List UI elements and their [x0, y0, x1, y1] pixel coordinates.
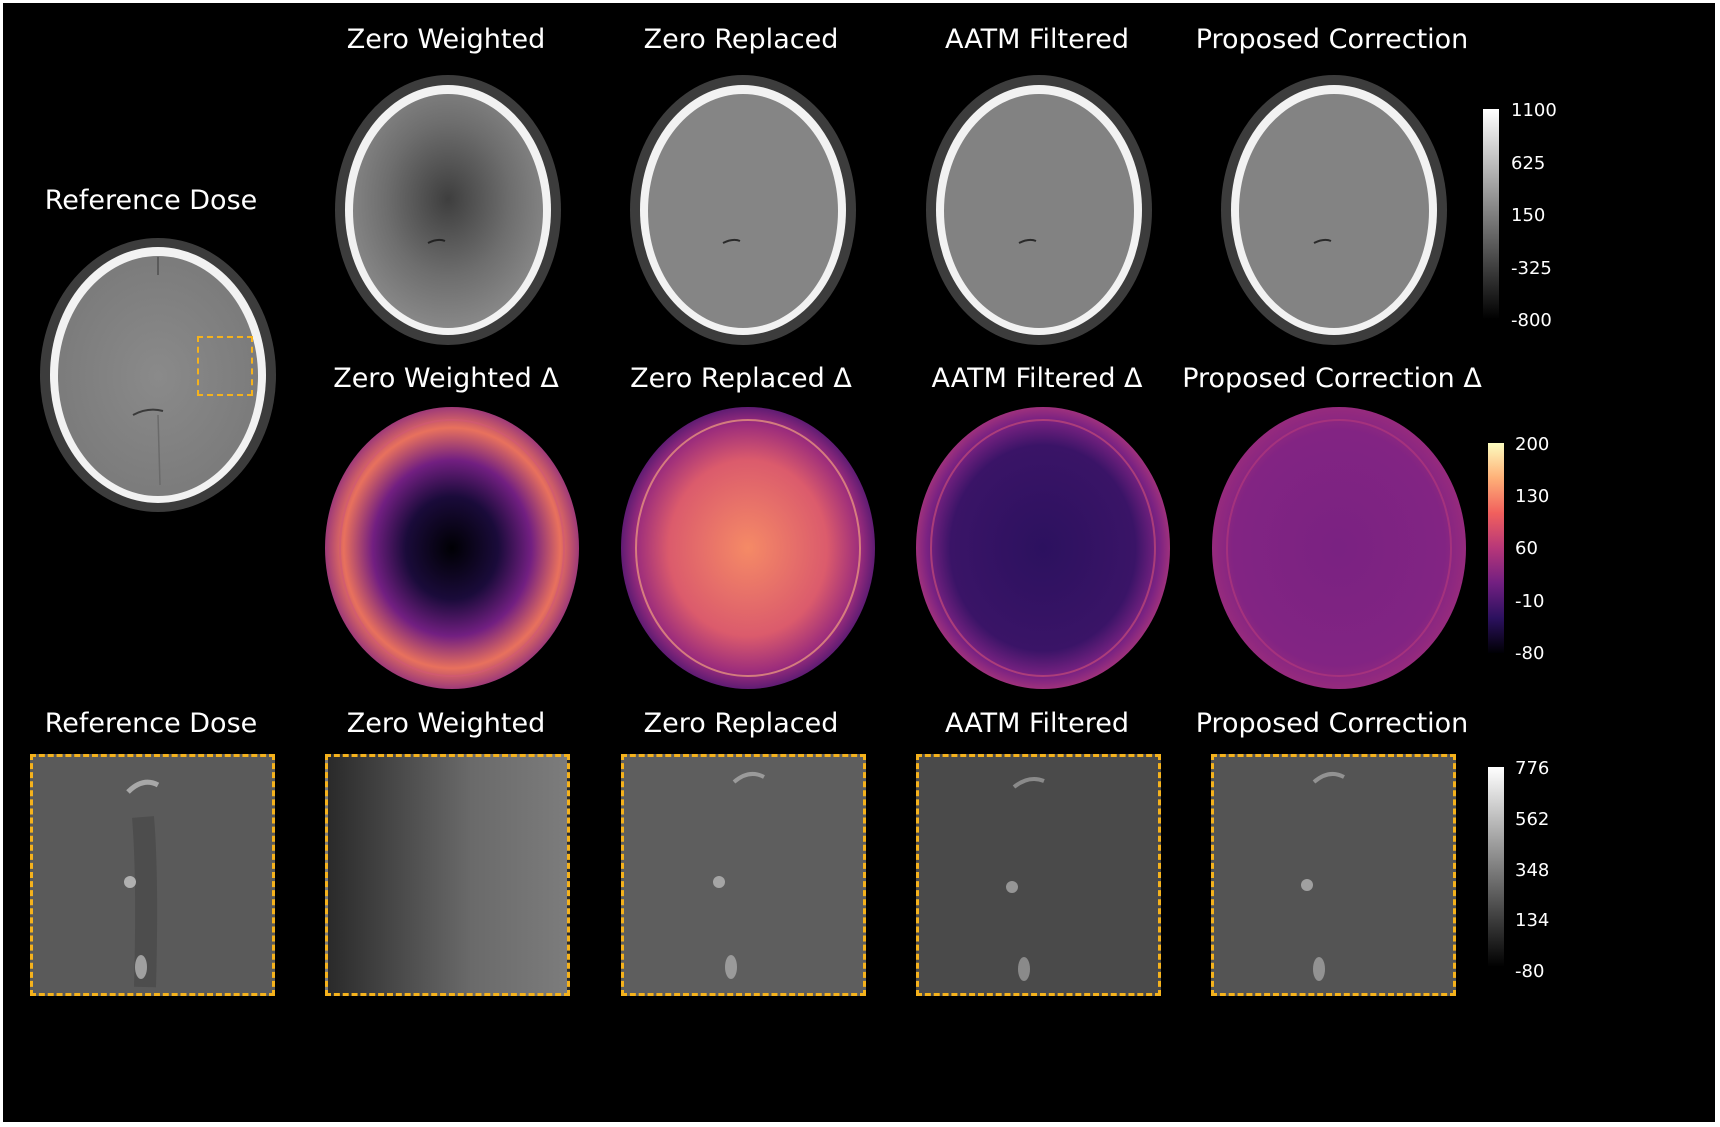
row3-colorbar [1488, 767, 1504, 967]
row1-title-proposed-correction: Proposed Correction [1195, 24, 1469, 55]
ct-image-zero-weighted [333, 73, 563, 348]
zoom-patch-zero-replaced [621, 754, 866, 996]
row2-colorbar-tick: 200 [1515, 434, 1550, 455]
row2-colorbar-tick: 130 [1515, 486, 1550, 507]
row1-colorbar [1483, 109, 1499, 319]
zoom-patch-zero-weighted [325, 754, 570, 996]
row1-colorbar-tick: -325 [1511, 258, 1552, 279]
difference-map-zero-replaced [619, 405, 877, 691]
row3-title-zero-replaced: Zero Replaced [643, 708, 839, 739]
ct-image-zero-replaced [628, 73, 858, 348]
row1-title-aatm-filtered: AATM Filtered [945, 24, 1129, 55]
row3-colorbar-tick: 348 [1515, 860, 1550, 881]
zoom-patch-aatm-filtered [916, 754, 1161, 996]
reference-dose-ct-image [38, 235, 278, 515]
row2-title-zero-weighted-delta: Zero Weighted Δ [333, 363, 559, 394]
difference-map-zero-weighted [323, 405, 581, 691]
row3-colorbar-tick: 134 [1515, 910, 1550, 931]
ct-image-aatm-filtered [924, 73, 1154, 348]
row3-colorbar-tick: 562 [1515, 809, 1550, 830]
row3-title-proposed-correction: Proposed Correction [1195, 708, 1469, 739]
zoom-patch-proposed-correction [1211, 754, 1456, 996]
row2-colorbar-tick: 60 [1515, 538, 1538, 559]
row2-title-zero-replaced-delta: Zero Replaced Δ [630, 363, 852, 394]
row3-colorbar-tick: 776 [1515, 758, 1550, 779]
row1-colorbar-tick: 625 [1511, 153, 1546, 174]
row3-title-zero-weighted: Zero Weighted [346, 708, 546, 739]
row3-title-aatm-filtered: AATM Filtered [945, 708, 1129, 739]
difference-map-aatm-filtered [914, 405, 1172, 691]
figure: Reference Dose Zero Weighted Zero Replac… [3, 3, 1715, 1122]
difference-map-proposed-correction [1210, 405, 1468, 691]
zoom-patch-reference-dose [30, 754, 275, 996]
row3-title-reference-dose: Reference Dose [44, 708, 258, 739]
reference-dose-title: Reference Dose [44, 185, 258, 216]
row1-colorbar-tick: 150 [1511, 205, 1546, 226]
row3-colorbar-tick: -80 [1515, 961, 1545, 982]
row1-colorbar-tick: 1100 [1511, 100, 1557, 121]
row2-title-proposed-correction-delta: Proposed Correction Δ [1182, 363, 1482, 394]
row1-title-zero-weighted: Zero Weighted [346, 24, 546, 55]
row1-colorbar-tick: -800 [1511, 310, 1552, 331]
row2-colorbar-tick: -10 [1515, 591, 1545, 612]
row2-title-aatm-filtered-delta: AATM Filtered Δ [931, 363, 1143, 394]
row2-colorbar [1488, 443, 1504, 653]
ct-image-proposed-correction [1219, 73, 1449, 348]
zoom-region-marker [197, 336, 253, 396]
row1-title-zero-replaced: Zero Replaced [643, 24, 839, 55]
row2-colorbar-tick: -80 [1515, 643, 1545, 664]
